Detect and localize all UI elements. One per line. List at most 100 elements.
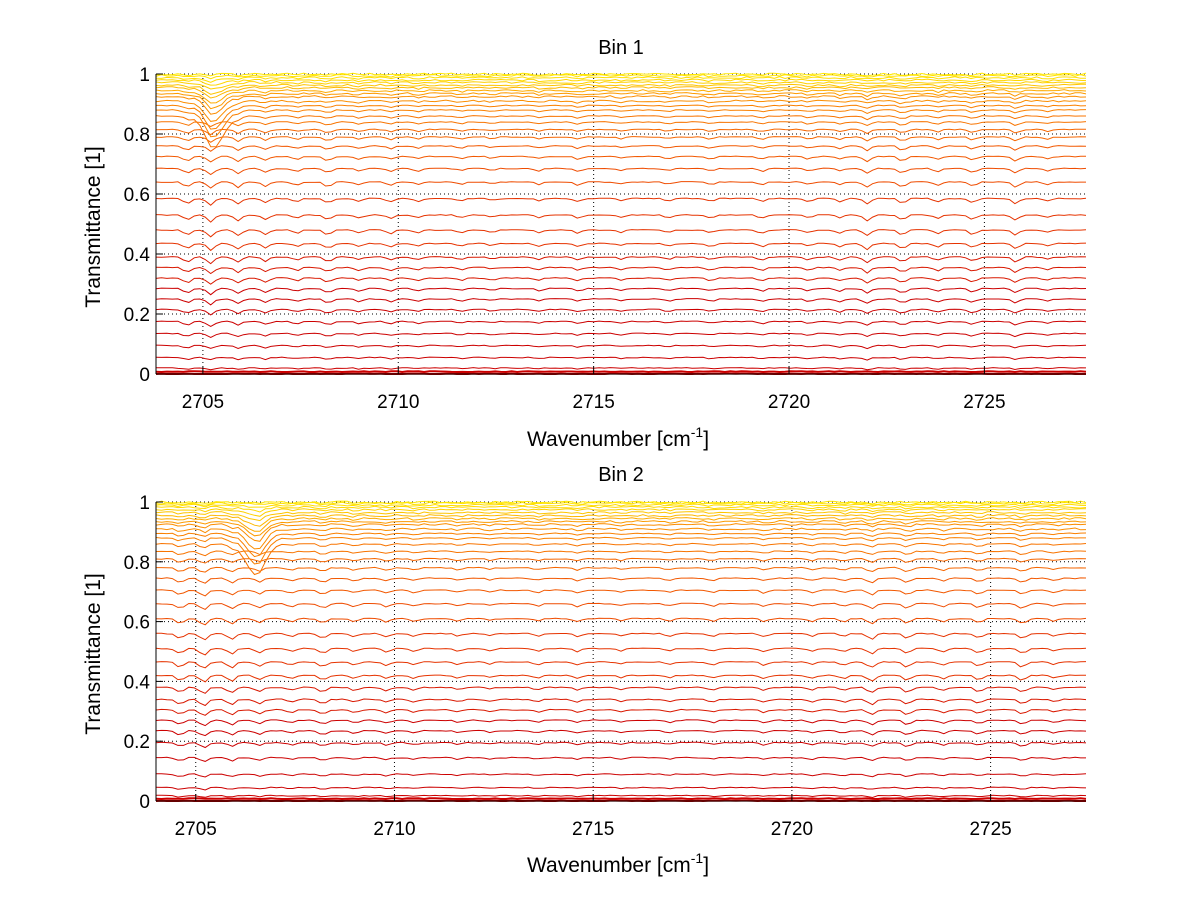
x-tick-label: 2725 [963,392,1005,413]
chart-panel-bin-1: Bin 1 2705 2710 2715 2720 2725 0 0.2 0.4 0.6 0.8 1… [82,37,1087,451]
series-line [155,197,1087,206]
y-tick-label: 0 [139,792,150,813]
x-tick-label: 2720 [768,392,810,413]
tick-layer: 2705 2710 2715 2720 2725 0 0.2 0.4 0.6 0.8 1 [124,65,1006,413]
series-line [155,647,1087,656]
series-line [155,298,1087,306]
series-line [155,121,1087,128]
series-line [155,508,1086,517]
series-line [155,500,1087,505]
series-line [155,242,1087,252]
x-tick-label: 2715 [572,819,614,840]
series-line [155,256,1087,265]
y-tick-label: 1 [139,493,150,514]
series-line [155,511,1087,522]
y-tick-label: 0.2 [124,732,150,753]
series-line [155,155,1086,163]
series-line [156,104,1087,130]
series-line [156,145,1087,152]
series-line [155,536,1086,565]
series-layer [155,500,1087,803]
series-line [155,503,1087,508]
series-line [155,128,1087,136]
series-line [156,756,1086,762]
series-line [155,214,1087,223]
series-line [155,577,1087,584]
series-line [155,109,1087,138]
series-line [155,517,1087,532]
x-tick-label: 2705 [175,819,217,840]
series-line [155,78,1087,86]
series-line [155,602,1086,610]
series-line [155,698,1087,707]
series-line [156,367,1087,371]
series-line [155,523,1087,542]
series-line [155,89,1087,104]
series-line [155,708,1087,716]
series-line [155,550,1087,557]
x-axis-label: Wavenumber [cm-1] [527,850,709,877]
y-tick-label: 0 [139,365,150,386]
series-line [155,181,1086,189]
y-tick-label: 0.4 [124,245,151,266]
y-tick-label: 1 [139,65,150,86]
series-line [155,661,1087,669]
series-line [156,686,1087,694]
y-axis-label: Transmittance [1] [82,573,105,734]
y-tick-label: 0.8 [124,125,150,146]
chart-title: Bin 2 [598,464,644,486]
y-tick-label: 0.4 [124,672,151,693]
y-axis-label: Transmittance [1] [82,146,105,307]
series-line [155,277,1087,285]
series-line [155,741,1087,749]
series-line [155,86,1087,99]
series-line [155,266,1087,275]
series-line [155,76,1087,83]
axes-layer [155,502,1086,802]
series-line [155,99,1087,122]
series-line [155,95,1087,115]
series-line [155,167,1087,176]
series-line [155,527,1087,550]
series-line [155,115,1086,148]
series-line [155,229,1087,238]
series-line [155,674,1087,683]
series-line [156,566,1087,573]
series-line [155,287,1087,296]
series-line [155,542,1087,576]
x-tick-label: 2710 [377,392,419,413]
series-line [155,136,1087,143]
x-tick-label: 2710 [373,819,415,840]
chart-panel-bin-2: Bin 2 2705 2710 2715 2720 2725 0 0.2 0.4 0.6 0.8 1… [82,464,1087,877]
series-line [155,719,1087,727]
series-line [155,92,1087,110]
series-line [155,786,1087,791]
series-line [155,729,1087,737]
series-layer [155,72,1087,376]
x-tick-label: 2725 [969,819,1011,840]
x-axis-label: Wavenumber [cm-1] [527,424,709,451]
y-tick-label: 0.6 [124,185,150,206]
series-line [155,370,1087,374]
series-line [155,83,1086,95]
series-line [155,797,1087,801]
series-line [156,794,1087,799]
series-line [155,589,1087,597]
series-line [155,532,1087,558]
series-line [155,519,1087,537]
y-tick-label: 0.6 [124,613,150,634]
series-line [156,72,1087,77]
chart-title: Bin 1 [598,37,644,59]
x-tick-label: 2720 [771,819,813,840]
series-line [155,505,1087,513]
series-line [155,632,1087,641]
axes-layer [155,74,1086,375]
series-line [155,80,1087,90]
series-line [155,773,1087,778]
series-line [155,557,1087,564]
series-line [155,320,1087,327]
series-line [155,514,1087,527]
series-line [155,332,1086,339]
y-tick-label: 0.2 [124,305,150,326]
